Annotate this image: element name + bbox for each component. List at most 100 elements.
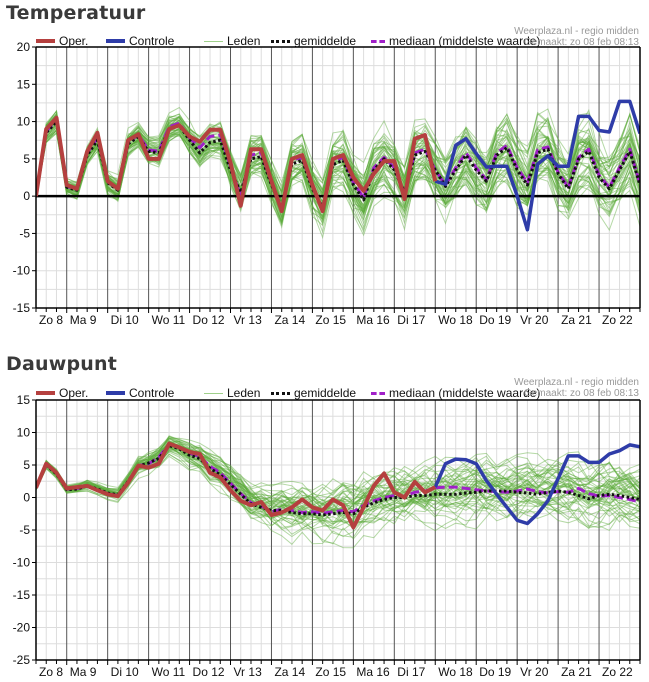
y-tick-label: 20 <box>17 40 31 54</box>
legend-label: Controle <box>129 386 175 400</box>
controle-swatch-icon <box>106 39 125 43</box>
x-day-label: Zo 8 <box>39 665 63 679</box>
y-tick-label: 5 <box>23 152 30 166</box>
y-tick-label: 15 <box>17 77 31 91</box>
member-line <box>36 123 640 240</box>
x-day-label: Vr 20 <box>520 665 549 679</box>
member-line <box>36 126 640 237</box>
member-line <box>36 112 640 195</box>
y-tick-label: 15 <box>17 393 31 407</box>
leden-swatch-icon <box>204 392 223 394</box>
legend-label: Leden <box>227 34 261 48</box>
series-gemiddelde <box>36 120 640 209</box>
legend-item-oper[interactable]: Oper. <box>36 34 106 48</box>
temperature-chart: 20 15 10 5 0 -5 -10 -15 Zo 8 Ma 9 Di 10 Wo 11 Do 12 V… <box>13 40 641 327</box>
x-day-label: Wo 11 <box>152 665 186 679</box>
member-line <box>36 435 640 504</box>
x-day-label: Wo 18 <box>438 313 473 327</box>
gemiddelde-swatch-icon <box>271 391 290 395</box>
member-line <box>36 437 640 504</box>
legend-label: Oper. <box>59 386 89 400</box>
oper-swatch-icon <box>36 391 55 395</box>
series-oper <box>36 115 438 214</box>
member-line <box>36 109 640 197</box>
legend-item-leden[interactable]: Leden <box>204 386 271 400</box>
y-tick-label: -5 <box>19 226 30 240</box>
member-line <box>36 113 640 199</box>
x-day-label: Ma 9 <box>70 313 97 327</box>
member-line <box>36 441 640 511</box>
y-tick-label: -20 <box>13 621 31 635</box>
y-tick-label: -15 <box>13 301 31 315</box>
mediaan-swatch-icon <box>371 39 385 43</box>
x-day-label: Za 21 <box>561 665 592 679</box>
leden-swatch-icon <box>204 40 223 42</box>
legend-item-controle[interactable]: Controle <box>106 386 204 400</box>
member-line <box>36 109 640 207</box>
x-day-label: Za 14 <box>274 665 305 679</box>
member-line <box>36 115 640 199</box>
x-day-label: Wo 11 <box>152 313 186 327</box>
x-day-label: Do 12 <box>193 313 225 327</box>
y-tick-label: 5 <box>23 458 30 472</box>
member-line <box>36 128 640 231</box>
member-line <box>36 131 640 234</box>
legend-item-controle[interactable]: Controle <box>106 34 204 48</box>
x-day-label: Vr 13 <box>234 313 263 327</box>
created-timestamp: Gemaakt: zo 08 feb 08:13 <box>523 388 639 399</box>
legend-label: Leden <box>227 386 261 400</box>
member-line <box>36 455 640 538</box>
chart-title-dauwpunt: Dauwpunt <box>6 353 118 375</box>
legend-item-oper[interactable]: Oper. <box>36 386 106 400</box>
x-day-label: Zo 15 <box>315 313 346 327</box>
source-info-temperatuur: Weerplaza.nl - regio midden Gemaakt: zo … <box>514 26 639 48</box>
y-tick-label: 10 <box>17 426 31 440</box>
member-line <box>36 131 640 232</box>
x-day-label: Di 10 <box>111 313 139 327</box>
y-tick-label: -15 <box>13 588 31 602</box>
member-line <box>36 106 640 195</box>
member-line <box>36 129 640 225</box>
y-tick-label: -10 <box>13 556 31 570</box>
y-tick-label: -5 <box>19 523 30 537</box>
member-line <box>36 124 640 213</box>
x-day-label: Vr 13 <box>234 665 263 679</box>
x-day-label: Di 17 <box>397 313 425 327</box>
x-day-label: Do 19 <box>479 665 511 679</box>
legend-label: gemiddelde <box>294 34 357 48</box>
x-day-label: Zo 22 <box>602 665 633 679</box>
member-line <box>36 437 640 512</box>
member-line <box>36 121 640 207</box>
member-line <box>36 112 640 203</box>
legend-item-gemiddelde[interactable]: gemiddelde <box>271 34 371 48</box>
legend-label: gemiddelde <box>294 386 357 400</box>
member-line <box>36 112 640 195</box>
legend-label: mediaan (middelste waarde) <box>389 386 541 400</box>
series-oper <box>36 441 437 530</box>
legend-item-mediaan[interactable]: mediaan (middelste waarde) <box>371 386 540 400</box>
member-line <box>36 128 640 220</box>
oper-swatch-icon <box>36 39 55 43</box>
x-day-label: Zo 8 <box>39 313 63 327</box>
legend-item-gemiddelde[interactable]: gemiddelde <box>271 386 371 400</box>
member-line <box>36 446 640 532</box>
member-line <box>36 129 640 225</box>
legend-dauwpunt: Oper. Controle Leden gemiddelde mediaan … <box>36 386 540 400</box>
legend-label: mediaan (middelste waarde) <box>389 34 541 48</box>
legend-item-mediaan[interactable]: mediaan (middelste waarde) <box>371 34 540 48</box>
member-line <box>36 437 640 505</box>
x-day-label: Za 14 <box>274 313 305 327</box>
source-line: Weerplaza.nl - regio midden <box>514 377 639 388</box>
y-tick-label: 10 <box>17 115 31 129</box>
x-day-label: Za 21 <box>561 313 592 327</box>
legend-item-leden[interactable]: Leden <box>204 34 271 48</box>
member-line <box>36 120 640 212</box>
chart-title-temperatuur: Temperatuur <box>6 2 146 24</box>
member-line <box>36 116 640 216</box>
series-controle <box>433 443 640 526</box>
x-day-label: Do 12 <box>193 665 225 679</box>
y-tick-label: 0 <box>23 189 30 203</box>
x-day-label: Zo 15 <box>315 665 346 679</box>
member-line <box>36 120 640 206</box>
